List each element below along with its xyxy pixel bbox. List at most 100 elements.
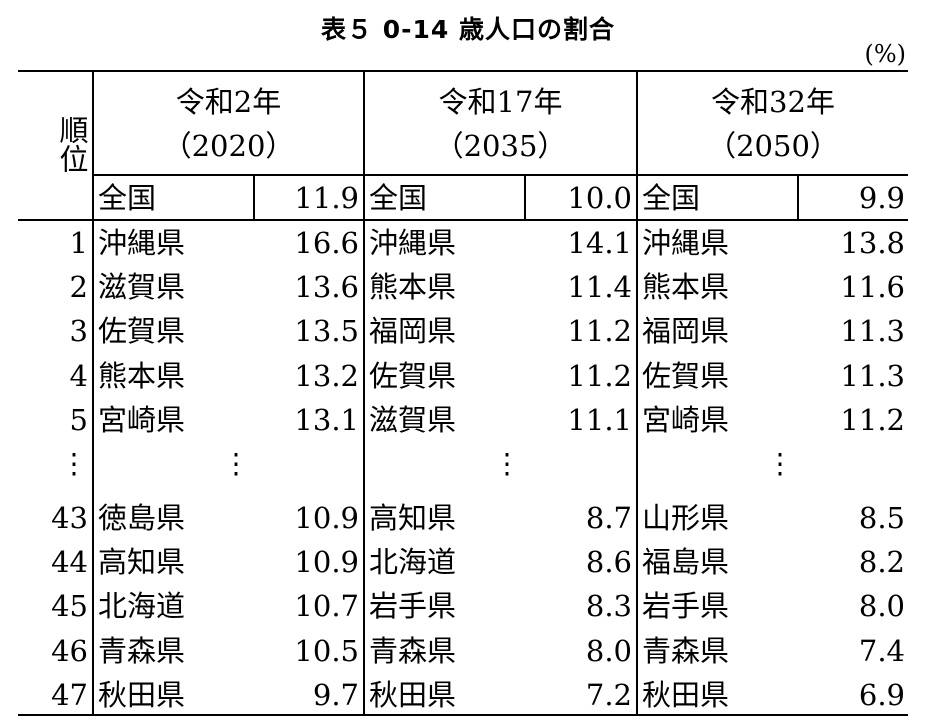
value-cell: 11.2 [567,314,632,349]
prefecture-cell: 秋田県 [369,677,457,712]
table-border-top [18,70,908,72]
national-value: 10.0 [567,181,632,215]
national-sep-2050 [797,174,799,219]
prefecture-cell: 高知県 [98,545,186,580]
prefecture-cell: 熊本県 [642,270,730,305]
value-cell: 13.6 [294,270,359,305]
table-title: 表５ 0-14 歳人口の割合 [321,15,615,44]
table-border-bottom [18,714,908,716]
national-sep-2035 [524,174,526,219]
period-era: 令和17年 [438,85,563,119]
value-cell: 14.1 [567,226,632,260]
prefecture-cell: 青森県 [369,633,457,668]
prefecture-cell: 沖縄県 [98,226,186,260]
value-cell: 10.9 [294,545,359,580]
rank-cell: 1 [69,226,88,260]
value-cell: 10.7 [294,589,359,624]
value-cell: 10.9 [294,501,359,535]
col-divider-2035 [636,70,638,714]
prefecture-cell: 秋田県 [642,677,730,712]
prefecture-cell: 佐賀県 [642,358,730,393]
value-cell: 11.1 [567,402,632,437]
prefecture-cell: 滋賀県 [369,402,457,437]
value-cell: 8.6 [585,545,632,580]
value-cell: 8.3 [585,589,632,624]
prefecture-cell: 高知県 [369,501,457,535]
value-cell: 11.3 [840,314,905,349]
national-sep-2020 [253,174,255,219]
prefecture-cell: 福島県 [642,545,730,580]
prefecture-cell: 熊本県 [98,358,186,393]
value-cell: 13.5 [294,314,359,349]
value-cell: 13.2 [294,358,359,393]
value-cell: 13.8 [840,226,905,260]
prefecture-cell: 北海道 [369,545,457,580]
prefecture-cell: 青森県 [642,633,730,668]
value-cell: 9.7 [312,677,359,712]
prefecture-cell: 山形県 [642,501,730,535]
prefecture-cell: 佐賀県 [98,314,186,349]
ellipsis-2050: ⋮ [766,447,794,480]
prefecture-cell: 宮崎県 [98,402,186,437]
period-year: （2020） [162,129,295,163]
prefecture-cell: 福岡県 [642,314,730,349]
prefecture-cell: 佐賀県 [369,358,457,393]
rank-cell: 3 [69,314,88,349]
value-cell: 11.2 [567,358,632,393]
rank-cell: 46 [51,633,88,668]
header-divider [92,174,908,176]
rank-cell: 45 [51,589,88,624]
national-value: 11.9 [294,181,359,215]
value-cell: 13.1 [294,402,359,437]
value-cell: 8.7 [585,501,632,535]
ellipsis-2035: ⋮ [493,447,521,480]
prefecture-cell: 岩手県 [369,589,457,624]
value-cell: 11.3 [840,358,905,393]
prefecture-cell: 北海道 [98,589,186,624]
value-cell: 7.2 [585,677,632,712]
rank-cell: 47 [51,677,88,712]
value-cell: 10.5 [294,633,359,668]
value-cell: 8.2 [858,545,905,580]
national-label: 全国 [642,181,701,215]
unit-label: (%) [864,40,906,68]
rank-cell: 2 [69,270,88,305]
value-cell: 11.4 [567,270,632,305]
col-divider-2020 [363,70,365,714]
value-cell: 8.0 [585,633,632,668]
ellipsis-rank: ⋮ [60,447,88,480]
period-header-2050: 令和32年 （2050） [638,82,908,166]
prefecture-cell: 岩手県 [642,589,730,624]
value-cell: 7.4 [858,633,905,668]
prefecture-cell: 秋田県 [98,677,186,712]
ellipsis-2020: ⋮ [222,447,250,480]
prefecture-cell: 沖縄県 [642,226,730,260]
period-year: （2050） [707,129,839,163]
value-cell: 6.9 [858,677,905,712]
period-year: （2035） [434,129,567,163]
prefecture-cell: 沖縄県 [369,226,457,260]
value-cell: 11.6 [840,270,905,305]
national-label: 全国 [98,181,157,215]
period-era: 令和32年 [711,85,835,119]
col-divider-rank [92,70,94,714]
prefecture-cell: 福岡県 [369,314,457,349]
period-header-2020: 令和2年 （2020） [94,82,363,166]
prefecture-cell: 徳島県 [98,501,186,535]
national-divider [18,219,908,221]
value-cell: 16.6 [294,226,359,260]
value-cell: 8.5 [858,501,905,535]
prefecture-cell: 宮崎県 [642,402,730,437]
prefecture-cell: 青森県 [98,633,186,668]
rank-cell: 44 [51,545,88,580]
national-value: 9.9 [858,181,905,215]
period-era: 令和2年 [175,85,282,119]
period-header-2035: 令和17年 （2035） [365,82,636,166]
prefecture-cell: 熊本県 [369,270,457,305]
rank-cell: 4 [69,358,88,393]
prefecture-cell: 滋賀県 [98,270,186,305]
value-cell: 8.0 [858,589,905,624]
rank-header: 順位 [55,115,89,173]
value-cell: 11.2 [840,402,905,437]
rank-cell: 5 [69,402,88,437]
